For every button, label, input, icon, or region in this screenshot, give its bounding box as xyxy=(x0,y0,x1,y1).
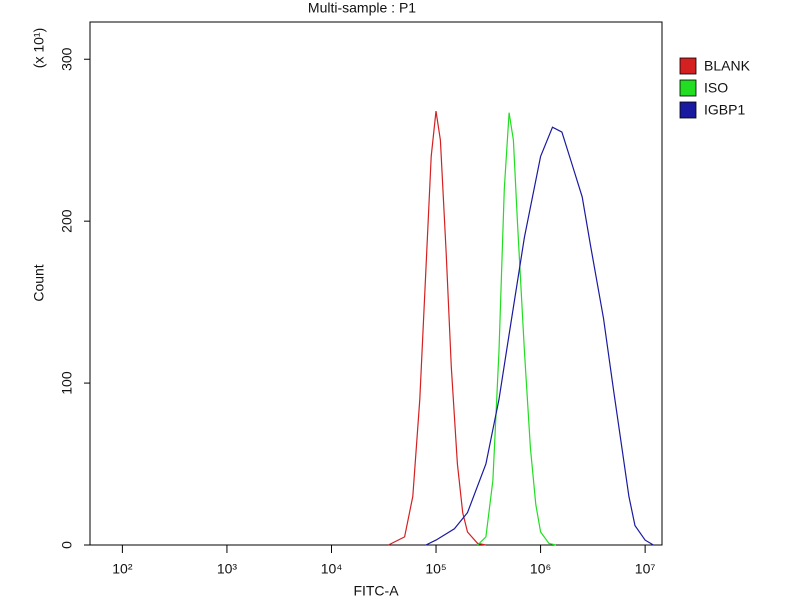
x-tick-label: 10² xyxy=(112,561,133,577)
histogram-line xyxy=(477,112,557,546)
histogram-line xyxy=(425,126,654,546)
chart-title: Multi-sample : P1 xyxy=(308,0,416,16)
legend-swatch xyxy=(679,57,697,75)
plot-frame xyxy=(89,21,663,546)
y-tick-label: 300 xyxy=(59,47,75,71)
legend-label: BLANK xyxy=(704,58,751,74)
legend-swatch xyxy=(679,101,697,119)
x-tick-label: 10⁷ xyxy=(635,561,656,577)
y-multiplier: (x 10¹) xyxy=(31,28,47,68)
x-tick-label: 10⁴ xyxy=(321,561,343,577)
x-tick-label: 10³ xyxy=(217,561,238,577)
histogram-line xyxy=(388,111,487,546)
y-tick-label: 0 xyxy=(59,541,75,549)
x-tick-label: 10⁵ xyxy=(425,561,446,577)
x-axis-label: FITC-A xyxy=(353,583,399,599)
legend-label: IGBP1 xyxy=(704,102,745,118)
y-axis-label: Count xyxy=(31,264,47,301)
x-tick-label: 10⁶ xyxy=(530,561,551,577)
legend-swatch xyxy=(679,79,697,97)
y-tick-label: 100 xyxy=(59,371,75,395)
legend-label: ISO xyxy=(704,80,728,96)
y-tick-label: 200 xyxy=(59,209,75,233)
